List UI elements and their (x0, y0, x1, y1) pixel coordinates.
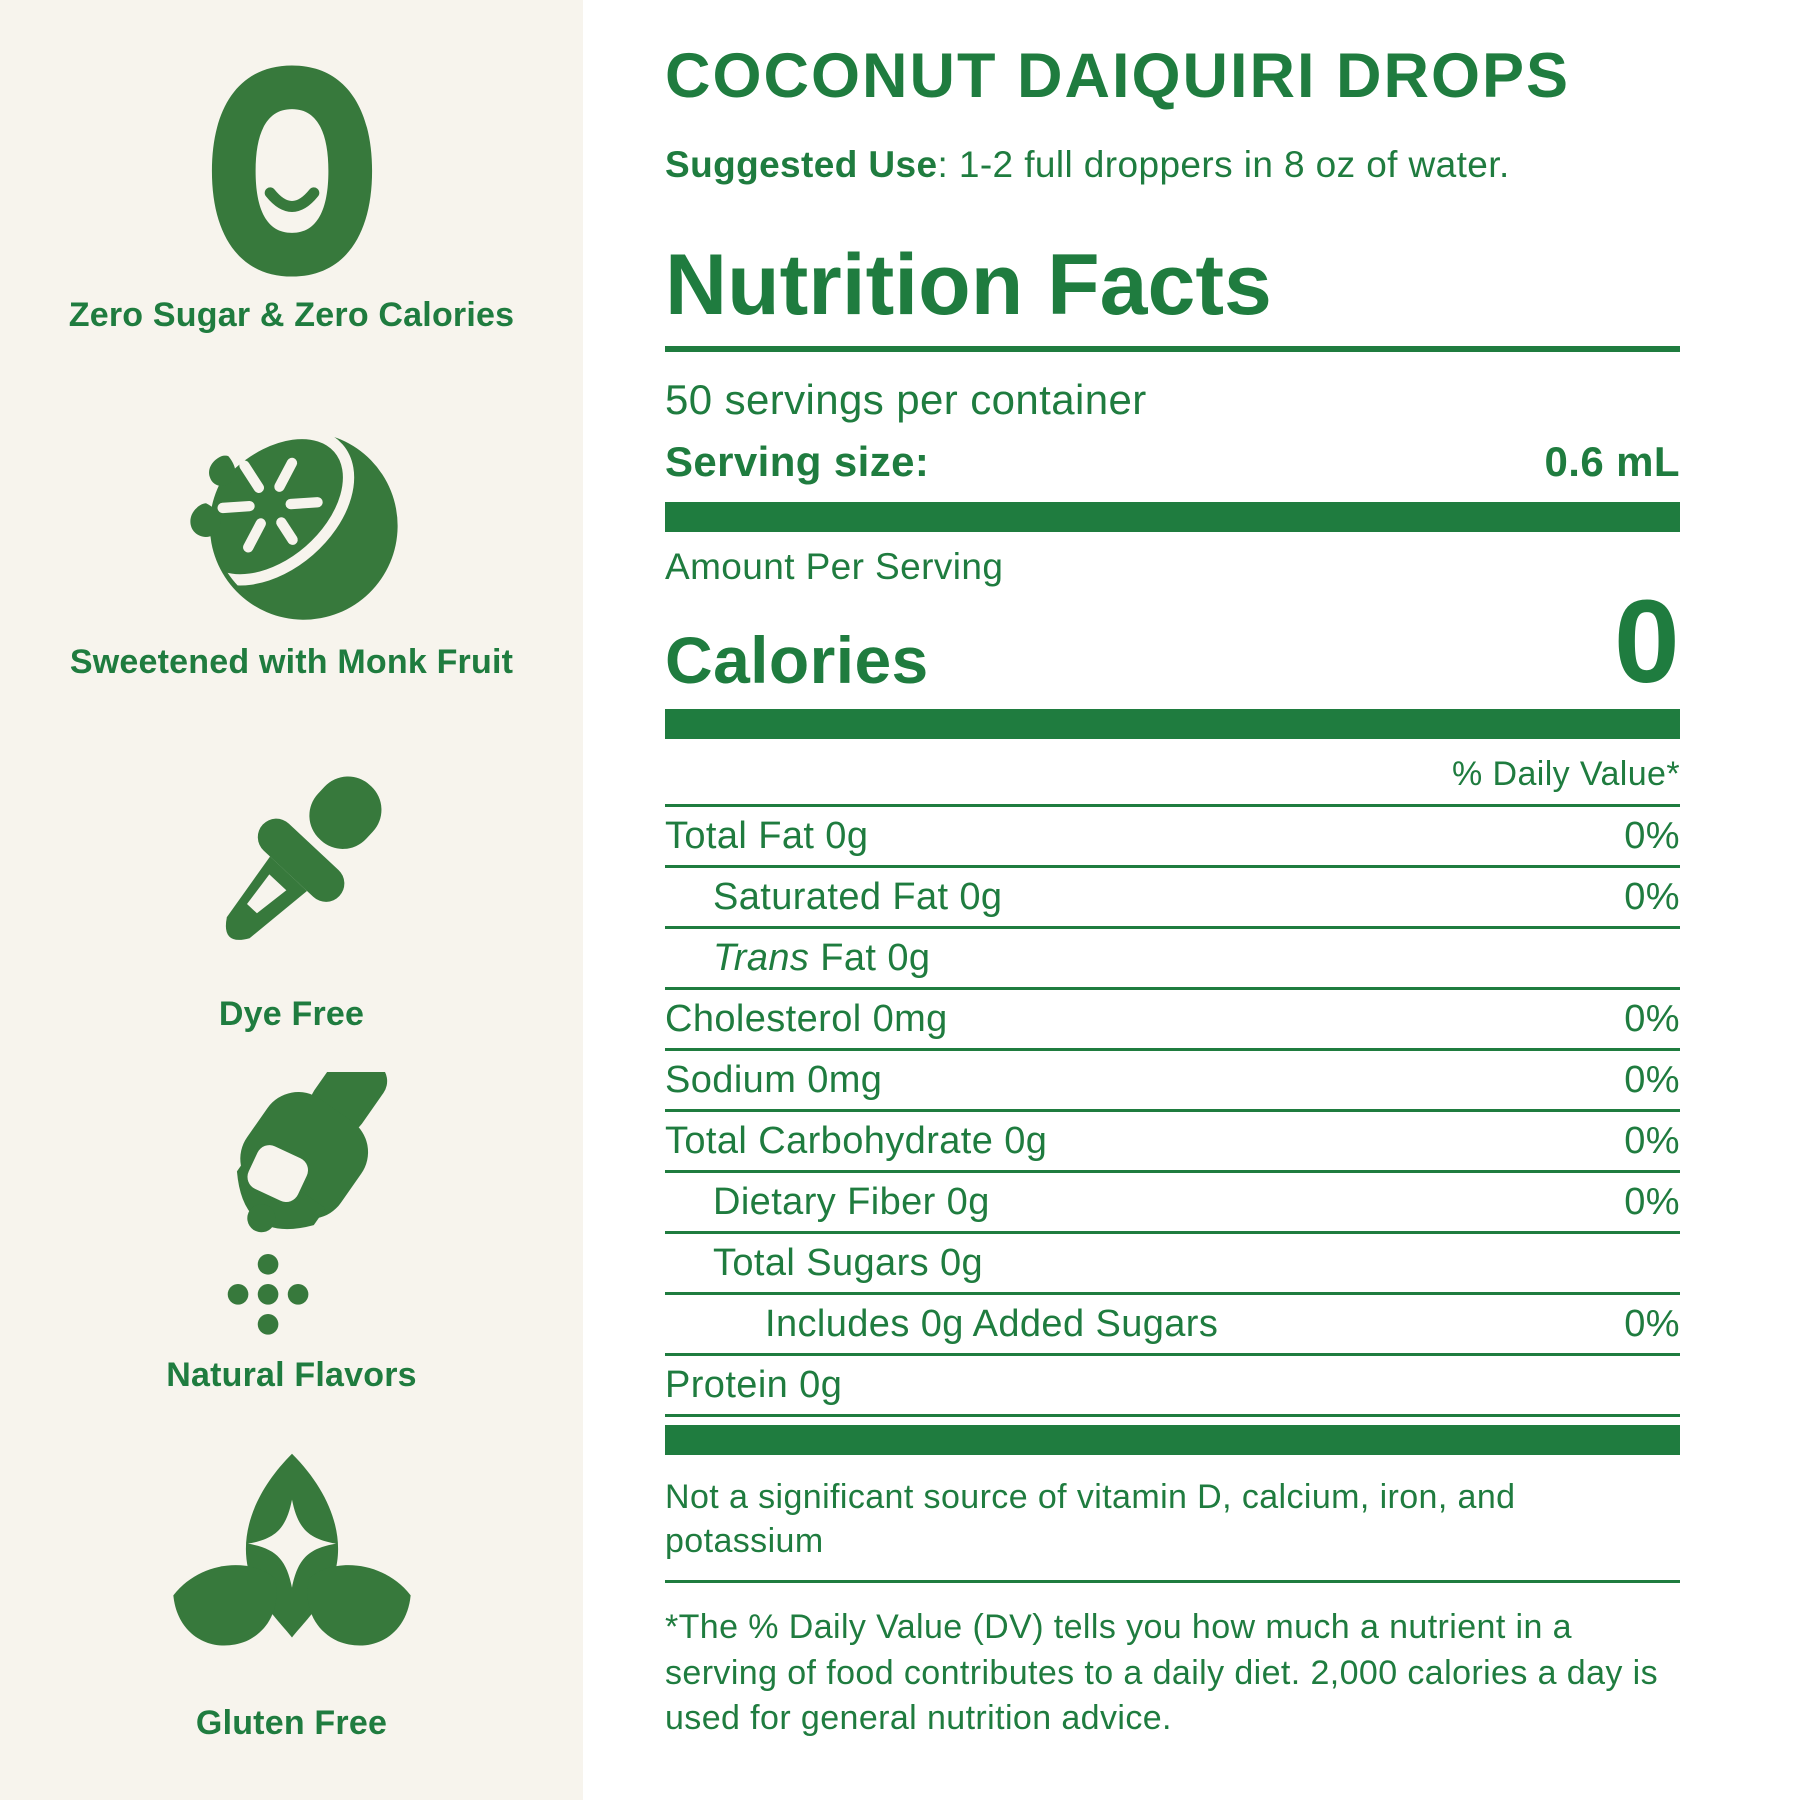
dropper-icon (178, 755, 406, 983)
leaves-sparkle-icon (158, 1448, 426, 1692)
nutrient-label: Includes 0g Added Sugars (765, 1302, 1219, 1345)
suggested-use: Suggested Use: 1-2 full droppers in 8 oz… (665, 144, 1680, 186)
divider-bar (665, 708, 1680, 739)
feature-label: Gluten Free (195, 1704, 388, 1742)
nutrient-label: Total Carbohydrate 0g (665, 1119, 1048, 1162)
row-trans-fat: Trans Fat 0g (665, 929, 1680, 990)
nutrient-value: 0% (1624, 1180, 1680, 1223)
serving-size-row: Serving size: 0.6 mL (665, 438, 1680, 486)
nutrient-value: 0% (1624, 814, 1680, 857)
product-title: COCONUT DAIQUIRI DROPS (665, 41, 1571, 111)
feature-sidebar: Zero Sugar & Zero Calories (0, 0, 583, 1800)
row-added-sugars: Includes 0g Added Sugars 0% (665, 1295, 1680, 1356)
lime-splash-icon (169, 415, 414, 631)
nutrient-label: Protein 0g (665, 1363, 843, 1406)
nutrient-label: Trans Fat 0g (713, 936, 931, 979)
nutrient-value: 0% (1624, 1058, 1680, 1101)
nutrient-value: 0% (1624, 997, 1680, 1040)
feature-dye-free: Dye Free (0, 755, 583, 1034)
divider-line (665, 346, 1680, 352)
calories-row: Calories 0 (665, 576, 1680, 708)
row-saturated-fat: Saturated Fat 0g 0% (665, 868, 1680, 929)
row-protein: Protein 0g (665, 1356, 1680, 1417)
divider-bar (665, 502, 1680, 532)
nutrition-facts-title: Nutrition Facts (665, 237, 1272, 333)
row-total-carbohydrate: Total Carbohydrate 0g 0% (665, 1112, 1680, 1173)
footnote-daily-value: *The % Daily Value (DV) tells you how mu… (665, 1608, 1658, 1738)
nutrient-label: Total Sugars 0g (713, 1241, 984, 1284)
zero-smiley-icon (201, 58, 383, 284)
divider-line (665, 1580, 1680, 1584)
amount-per-serving: Amount Per Serving (665, 546, 1004, 587)
nutrient-label: Sodium 0mg (665, 1058, 883, 1101)
feature-label: Zero Sugar & Zero Calories (68, 296, 515, 334)
feature-zero-sugar: Zero Sugar & Zero Calories (0, 58, 583, 335)
row-sodium: Sodium 0mg 0% (665, 1051, 1680, 1112)
nutrient-label: Total Fat 0g (665, 814, 869, 857)
calories-value: 0 (1613, 576, 1680, 708)
feature-label: Dye Free (218, 995, 365, 1033)
nutrient-value: 0% (1624, 1119, 1680, 1162)
feature-gluten-free: Gluten Free (0, 1448, 583, 1743)
footnote-not-significant: Not a significant source of vitamin D, c… (665, 1477, 1516, 1561)
feature-label: Natural Flavors (166, 1356, 417, 1394)
suggested-use-text: : 1-2 full droppers in 8 oz of water. (937, 144, 1510, 185)
daily-value-header: % Daily Value* (665, 739, 1680, 807)
nutrient-value: 0% (1624, 875, 1680, 918)
row-total-sugars: Total Sugars 0g (665, 1234, 1680, 1295)
nutrient-label: Cholesterol 0mg (665, 997, 948, 1040)
serving-size-label: Serving size: (665, 438, 930, 485)
feature-natural-flavors: Natural Flavors (0, 1072, 583, 1395)
nutrient-label: Dietary Fiber 0g (713, 1180, 990, 1223)
row-cholesterol: Cholesterol 0mg 0% (665, 990, 1680, 1051)
feature-label: Sweetened with Monk Fruit (69, 643, 514, 681)
row-dietary-fiber: Dietary Fiber 0g 0% (665, 1173, 1680, 1234)
serving-size-value: 0.6 mL (1544, 438, 1680, 485)
calories-label: Calories (665, 622, 929, 697)
hand-sprinkle-icon (174, 1072, 409, 1344)
divider-bar (665, 1424, 1680, 1455)
nutrient-label: Saturated Fat 0g (713, 875, 1003, 918)
nutrient-value: 0% (1624, 1302, 1680, 1345)
feature-monk-fruit: Sweetened with Monk Fruit (0, 415, 583, 682)
suggested-use-label: Suggested Use (665, 144, 938, 185)
nutrition-panel: COCONUT DAIQUIRI DROPS Suggested Use: 1-… (665, 0, 1680, 1742)
row-total-fat: Total Fat 0g 0% (665, 807, 1680, 868)
servings-per-container: 50 servings per container (665, 376, 1147, 423)
